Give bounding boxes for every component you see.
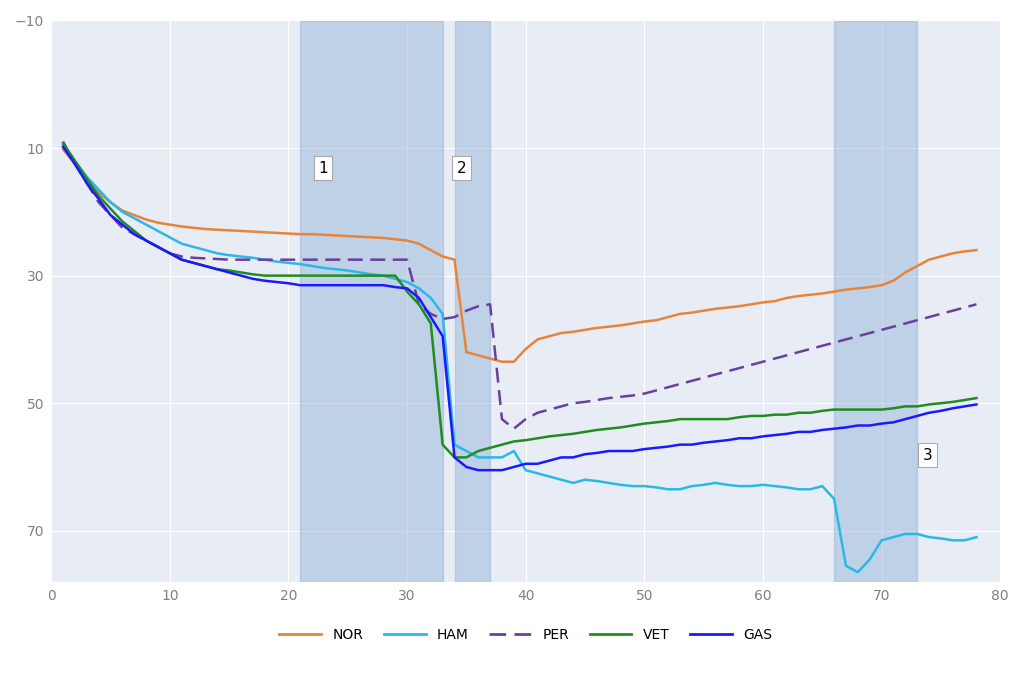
Text: 3: 3 bbox=[923, 448, 933, 463]
Text: 1: 1 bbox=[318, 161, 328, 176]
Legend: NOR, HAM, PER, VET, GAS: NOR, HAM, PER, VET, GAS bbox=[273, 623, 777, 648]
Text: 2: 2 bbox=[457, 161, 467, 176]
Bar bbox=[455, 21, 490, 582]
Bar bbox=[300, 21, 442, 582]
Bar bbox=[835, 21, 918, 582]
